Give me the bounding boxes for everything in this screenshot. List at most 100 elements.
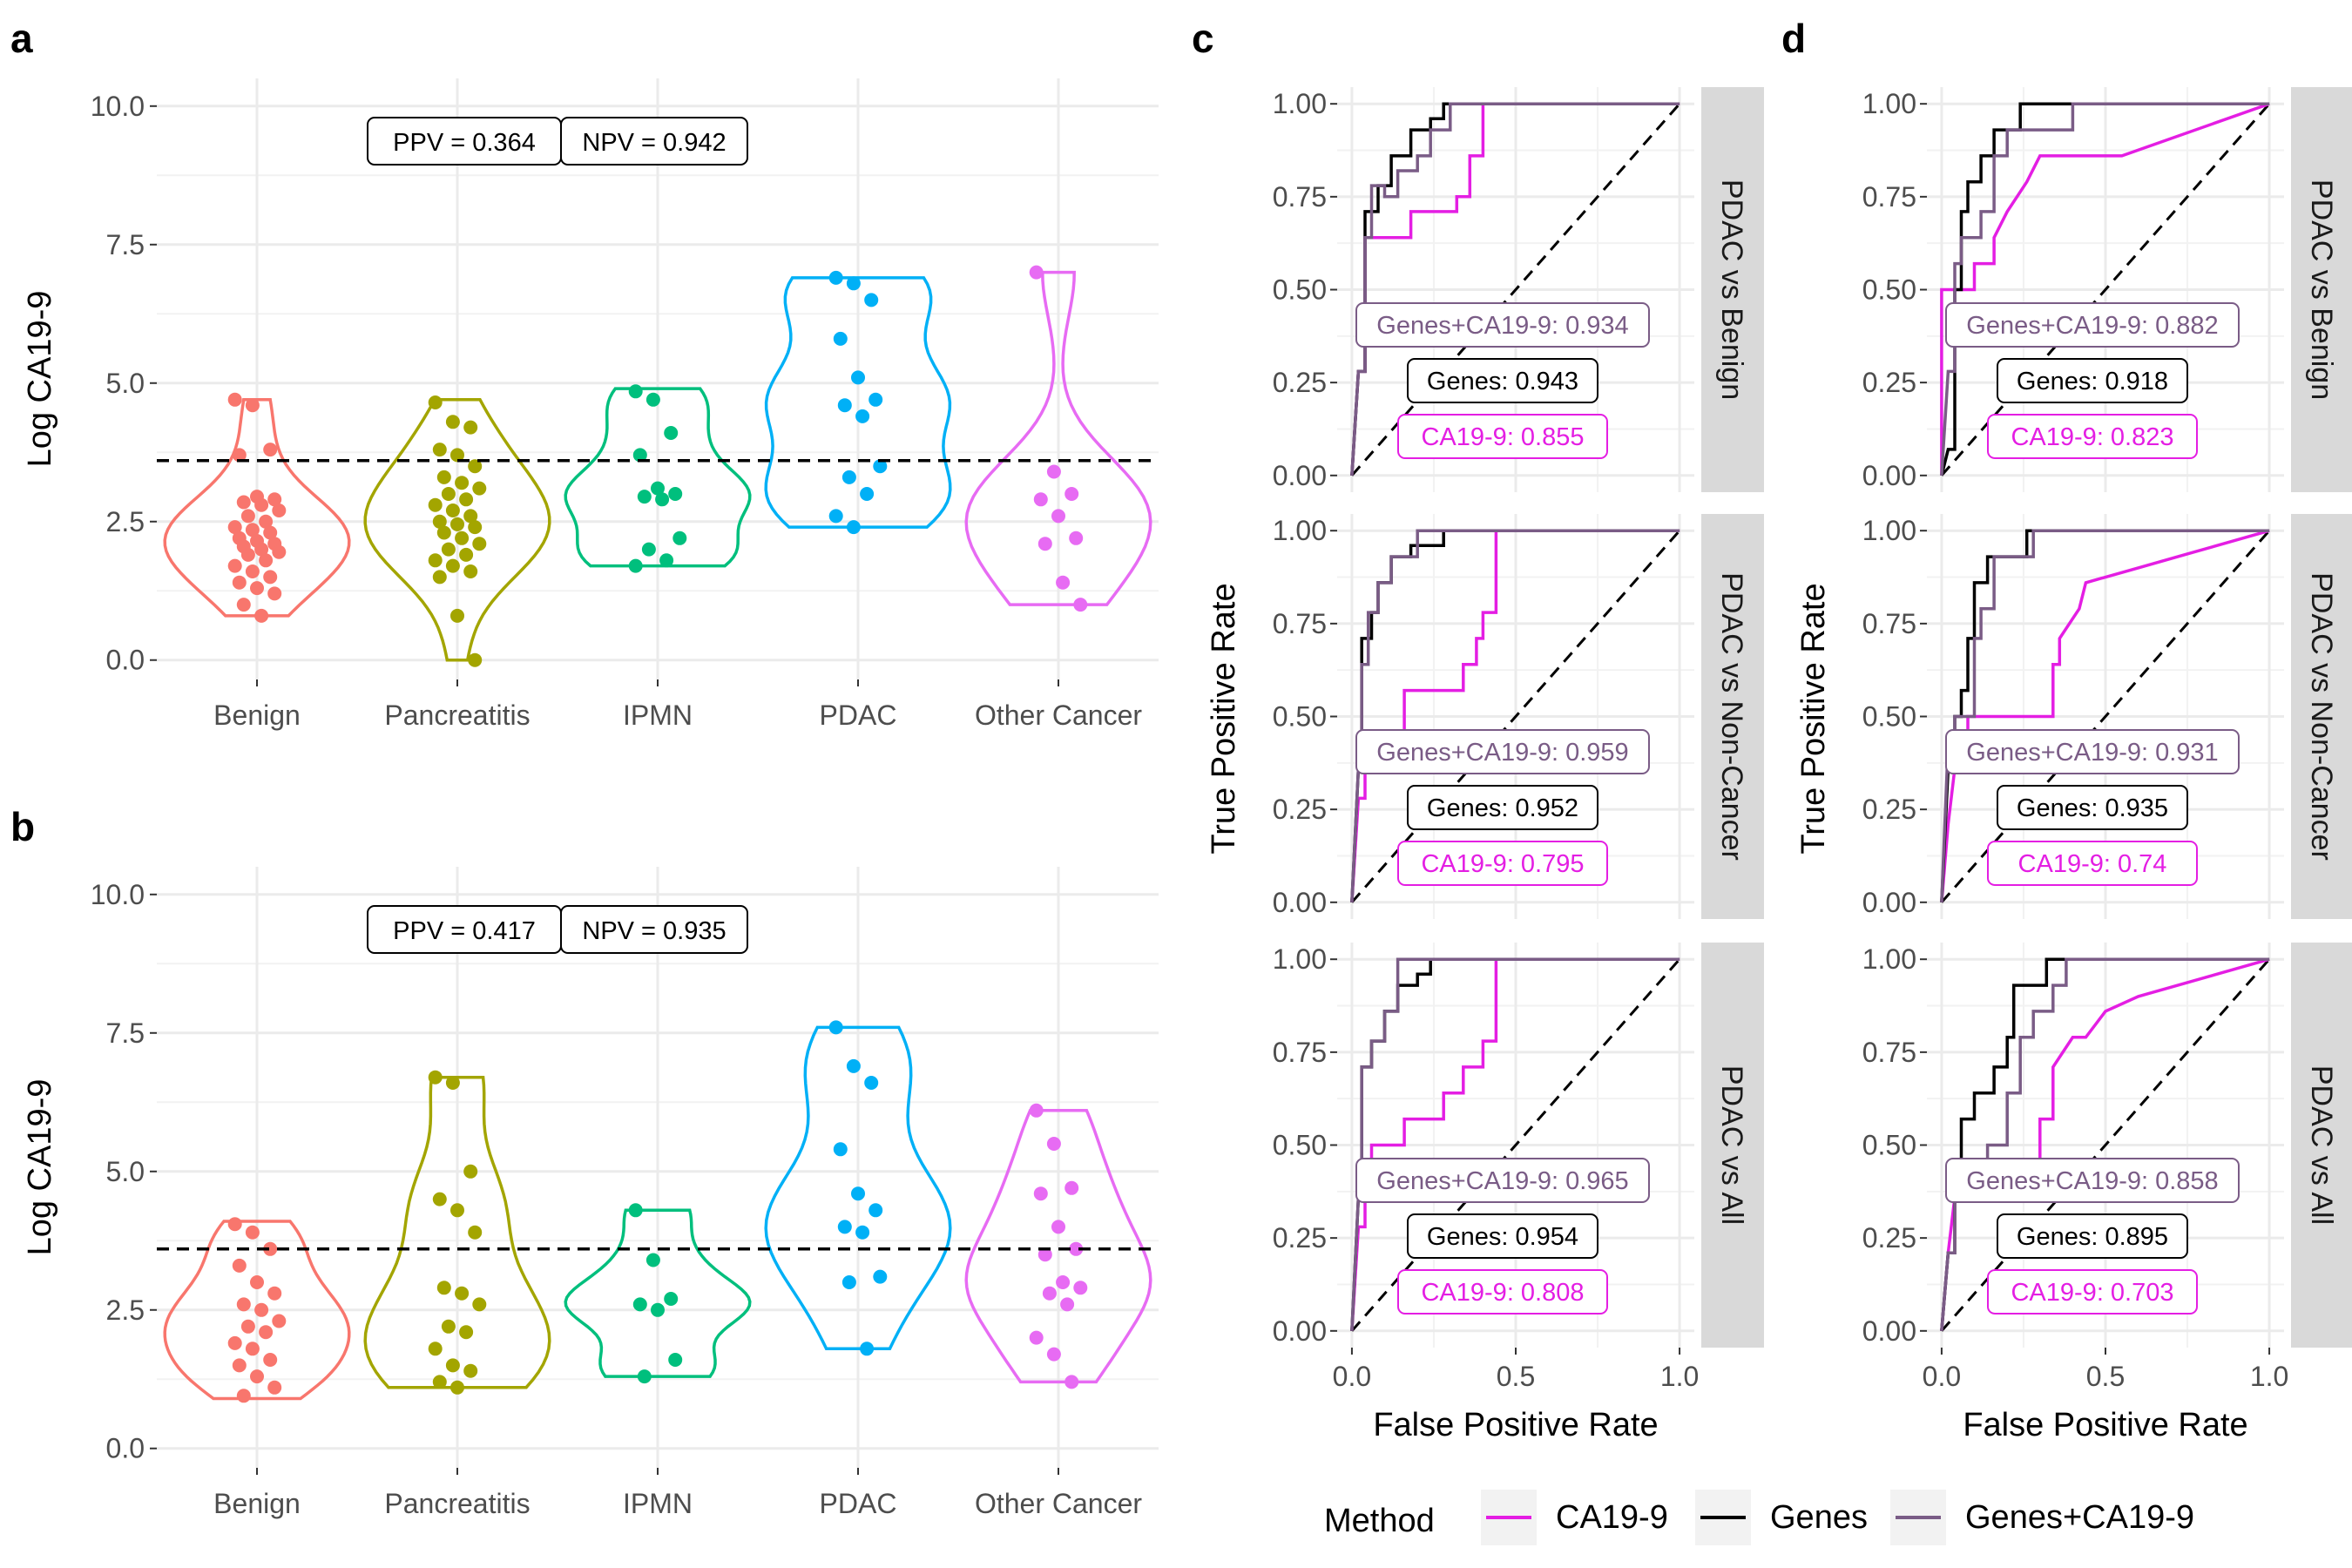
- annotation-label-ppv: PPV = 0.417: [393, 917, 536, 945]
- auc-label-genes: Genes: 0.943: [1427, 368, 1578, 395]
- y-tick-label: 10.0: [91, 879, 145, 910]
- point-other-cancer: [1029, 1330, 1044, 1345]
- point-ipmn: [651, 1302, 665, 1317]
- point-pdac: [864, 293, 879, 308]
- point-pancreatitis: [450, 1380, 464, 1395]
- point-ipmn: [668, 1353, 683, 1367]
- point-pdac: [846, 1058, 861, 1073]
- y-tick-label: 2.5: [106, 1294, 145, 1326]
- point-pancreatitis: [432, 1375, 447, 1389]
- point-pancreatitis: [432, 514, 447, 529]
- auc-box-genes-ca19-9: [1355, 729, 1650, 774]
- auc-box-ca19-9: [1987, 1269, 2198, 1315]
- annotation-label-ppv: PPV = 0.364: [393, 129, 536, 157]
- y-tick-label: 1.00: [1273, 88, 1327, 119]
- auc-box-ca19-9: [1987, 841, 2198, 886]
- y-tick-label: 0.25: [1862, 367, 1916, 398]
- auc-box-genes: [1407, 785, 1598, 830]
- auc-box-genes-ca19-9: [1355, 1158, 1650, 1203]
- point-pancreatitis: [445, 504, 460, 517]
- x-tick-label-ipmn: IPMN: [623, 1488, 693, 1519]
- point-pancreatitis: [463, 1363, 478, 1378]
- auc-box-genes: [1407, 358, 1598, 403]
- x-axis-title: False Positive Rate: [1373, 1407, 1658, 1443]
- x-tick-label: 0.0: [1333, 1361, 1371, 1392]
- point-pdac: [860, 487, 875, 501]
- y-tick-label: 0.75: [1273, 1037, 1327, 1068]
- facet-strip-label: PDAC vs Benign: [1715, 179, 1748, 400]
- point-benign: [245, 523, 260, 537]
- point-pancreatitis: [445, 1358, 460, 1373]
- y-axis-title: Log CA19-9: [22, 291, 58, 468]
- y-tick-label: 0.25: [1862, 794, 1916, 825]
- y-tick-label: 1.00: [1862, 88, 1916, 119]
- point-benign: [245, 1342, 260, 1356]
- facet-strip: [1701, 943, 1764, 1348]
- point-benign: [236, 495, 251, 510]
- annotation-box: [560, 117, 748, 166]
- facet-pdac-vs-non-cancer: 0.00 0.25 0.50 0.75 1.00 Genes+CA19-9: 0.959 G…: [1273, 514, 1764, 919]
- diagonal-reference: [1940, 530, 2271, 903]
- auc-label-genes: Genes: 0.918: [2017, 368, 2168, 395]
- x-axis-title: False Positive Rate: [1963, 1407, 2247, 1443]
- point-pancreatitis: [445, 1076, 460, 1090]
- point-pdac: [864, 1076, 879, 1090]
- x-tick-label-other-cancer: Other Cancer: [975, 700, 1142, 731]
- point-pdac: [846, 520, 861, 535]
- y-tick-label: 0.00: [1862, 1315, 1916, 1347]
- roc-curve-ca19-9: [1350, 529, 1680, 902]
- point-pancreatitis: [455, 476, 470, 490]
- point-benign: [236, 1389, 251, 1403]
- y-tick-label: 7.5: [106, 1017, 145, 1049]
- y-tick-label: 10.0: [91, 91, 145, 122]
- point-pancreatitis: [463, 509, 478, 524]
- point-other-cancer: [1046, 464, 1061, 479]
- y-tick-label: 0.0: [106, 1433, 145, 1464]
- point-pdac: [868, 1203, 883, 1218]
- point-ipmn: [664, 1292, 679, 1306]
- y-axis-title: True Positive Rate: [1795, 583, 1832, 854]
- auc-label-genes-ca19-9: Genes+CA19-9: 0.959: [1376, 739, 1628, 767]
- x-tick-label: 0.0: [1923, 1361, 1961, 1392]
- y-tick-label: 2.5: [106, 506, 145, 537]
- roc-curve-ca19-9: [1940, 102, 2270, 476]
- y-tick-label: 0.0: [106, 645, 145, 676]
- point-pancreatitis: [472, 1297, 487, 1312]
- point-other-cancer: [1060, 1297, 1075, 1312]
- point-benign: [250, 581, 264, 596]
- point-ipmn: [637, 490, 652, 504]
- auc-box-genes-ca19-9: [1355, 302, 1650, 348]
- point-benign: [272, 504, 287, 517]
- facet-strip: [1701, 87, 1764, 492]
- point-other-cancer: [1069, 1241, 1084, 1256]
- point-other-cancer: [1029, 265, 1044, 280]
- y-tick-label: 0.50: [1862, 274, 1916, 306]
- point-benign: [267, 586, 282, 601]
- auc-label-ca19-9: CA19-9: 0.855: [1421, 423, 1584, 451]
- point-pdac: [833, 331, 848, 346]
- y-tick-label: 0.50: [1273, 1130, 1327, 1161]
- panel-letter-b: b: [10, 804, 35, 849]
- point-benign: [245, 564, 260, 578]
- point-other-cancer: [1037, 1247, 1052, 1262]
- panel-letter-a: a: [10, 16, 33, 61]
- x-tick-label-ipmn: IPMN: [623, 700, 693, 731]
- point-pancreatitis: [432, 443, 447, 457]
- point-ipmn: [628, 384, 643, 399]
- point-pdac: [841, 470, 856, 484]
- point-pancreatitis: [468, 520, 483, 535]
- point-pdac: [851, 1186, 865, 1201]
- y-tick-label: 5.0: [106, 368, 145, 399]
- y-axis-title: Log CA19-9: [22, 1079, 58, 1256]
- point-pdac: [873, 1269, 888, 1284]
- point-benign: [240, 547, 255, 562]
- point-benign: [259, 1325, 274, 1340]
- point-pdac: [828, 270, 843, 285]
- point-benign: [232, 575, 247, 590]
- point-pdac: [828, 509, 843, 524]
- facet-strip-label: PDAC vs Non-Cancer: [1715, 572, 1748, 861]
- point-pancreatitis: [450, 608, 464, 623]
- point-pancreatitis: [428, 553, 443, 568]
- auc-label-genes-ca19-9: Genes+CA19-9: 0.882: [1966, 312, 2218, 340]
- y-tick-label: 0.00: [1273, 1315, 1327, 1347]
